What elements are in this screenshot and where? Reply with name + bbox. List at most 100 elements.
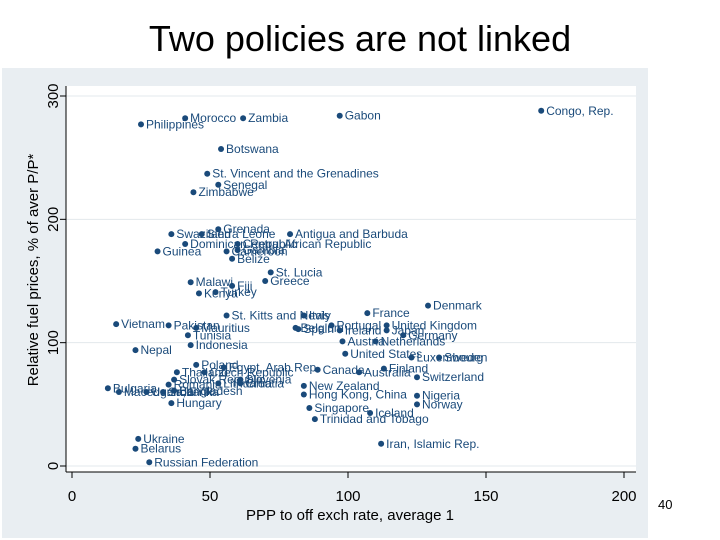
data-point — [295, 326, 302, 333]
data-point — [204, 170, 211, 177]
data-point — [425, 302, 432, 309]
data-point-label: Vietnam — [121, 317, 165, 331]
y-axis-label: Relative fuel prices, % of aver P/P* — [25, 154, 42, 387]
data-point-label: Congo, Rep. — [546, 104, 613, 118]
data-point — [287, 231, 294, 238]
tick-layer: 0 100 200 300 0 50 100 150 200 — [45, 83, 637, 505]
data-point-label: Central African Republic — [243, 237, 372, 251]
data-point — [336, 327, 343, 334]
data-point — [240, 115, 247, 122]
data-point-label: Botswana — [226, 142, 279, 156]
data-point-label: Switzerland — [422, 370, 484, 384]
page-number: 40 — [658, 497, 673, 512]
data-point — [306, 405, 313, 412]
data-point-label: Belarus — [140, 442, 181, 456]
data-point-label: Czech Republic — [209, 365, 293, 379]
data-point-label: Austria — [347, 334, 385, 348]
data-point — [311, 416, 318, 423]
data-point-label: Guinea — [163, 244, 202, 258]
data-point — [342, 350, 349, 357]
data-point-label: Senegal — [223, 178, 267, 192]
data-point-label: Italy — [309, 309, 331, 323]
data-point-label: Lithuania — [223, 376, 272, 390]
data-point-label: Luxembourg — [416, 350, 483, 364]
data-point — [160, 389, 167, 395]
y-tick-label: 0 — [45, 462, 62, 470]
data-point — [229, 282, 236, 289]
points-layer: Congo, Rep. Gabon Morocco Zambia Philippines… — [104, 104, 614, 469]
data-point — [339, 338, 346, 345]
data-point-label: Romania — [174, 378, 222, 392]
data-point-label: Antigua and Barbuda — [295, 227, 408, 241]
data-point-label: United States — [350, 347, 422, 361]
data-point — [328, 322, 335, 329]
data-point-label: Fiji — [237, 279, 252, 293]
plot-area — [66, 86, 636, 472]
data-point-label: Sweden — [444, 350, 487, 364]
x-tick-label: 100 — [335, 488, 360, 505]
data-point-label: St. Vincent and the Grenadines — [212, 167, 379, 181]
data-point — [182, 115, 189, 122]
data-point — [135, 435, 142, 442]
x-tick-label: 200 — [611, 488, 636, 505]
data-point — [190, 189, 197, 196]
data-point-label: Mauritius — [201, 321, 250, 335]
data-point-label: Nepal — [140, 343, 171, 357]
data-point — [146, 459, 153, 466]
data-point-label: Sierra Leone — [207, 227, 276, 241]
data-point — [400, 332, 407, 339]
data-point — [262, 278, 269, 284]
data-point — [171, 376, 178, 383]
data-point — [336, 112, 343, 119]
data-point-label: New Zealand — [309, 379, 380, 393]
data-point — [383, 327, 390, 334]
x-tick-label: 0 — [68, 488, 76, 505]
data-point — [229, 255, 236, 262]
data-point-label: Egypt, Arab Rep. — [229, 360, 320, 374]
data-point — [187, 279, 194, 286]
data-point — [414, 401, 420, 408]
data-point — [383, 322, 390, 329]
data-point-label: Zambia — [248, 111, 288, 125]
data-point — [234, 247, 241, 254]
data-point-label: Ireland — [345, 323, 382, 337]
data-point-label: Dominican Republic — [190, 237, 297, 251]
data-point — [300, 382, 307, 389]
data-point — [218, 146, 225, 153]
data-point-label: Slovenia — [245, 373, 291, 387]
data-point-label: Iceland — [375, 406, 414, 420]
data-point — [132, 347, 139, 354]
data-point-label: Uganda — [152, 385, 194, 399]
data-point — [193, 361, 200, 368]
y-tick-label: 200 — [45, 207, 62, 232]
data-point — [212, 289, 219, 296]
data-point — [220, 364, 227, 371]
x-tick-label: 150 — [473, 488, 498, 505]
data-point-label: Belize — [237, 252, 270, 266]
data-point-label: Morocco — [190, 111, 236, 125]
data-point-label: Zimbabwe — [198, 185, 254, 199]
data-point — [300, 391, 307, 398]
data-point — [215, 226, 222, 233]
data-point — [173, 369, 180, 376]
data-point-label: Malawi — [196, 275, 233, 289]
grid-layer — [66, 95, 636, 467]
data-point-label: France — [372, 306, 410, 320]
data-point-label: Ukraine — [143, 432, 185, 446]
data-point — [372, 338, 379, 345]
data-point-label: Canada — [323, 363, 365, 377]
data-point-label: Hong Kong, China — [309, 387, 407, 401]
data-point — [300, 312, 307, 319]
data-point — [223, 312, 230, 319]
data-point-label: Cameroon — [232, 244, 288, 258]
data-point-label: Gambia — [243, 243, 285, 257]
data-point-label: Philippines — [146, 117, 204, 131]
data-point-label: Trinidad and Tobago — [320, 412, 429, 426]
data-point — [408, 354, 415, 361]
slide-title: Two policies are not linked — [148, 18, 572, 59]
data-point-label: St. Kitts and Nevis — [232, 309, 330, 323]
data-point-label: Nigeria — [422, 389, 460, 403]
x-tick-label: 50 — [202, 488, 219, 505]
data-point — [380, 365, 387, 372]
